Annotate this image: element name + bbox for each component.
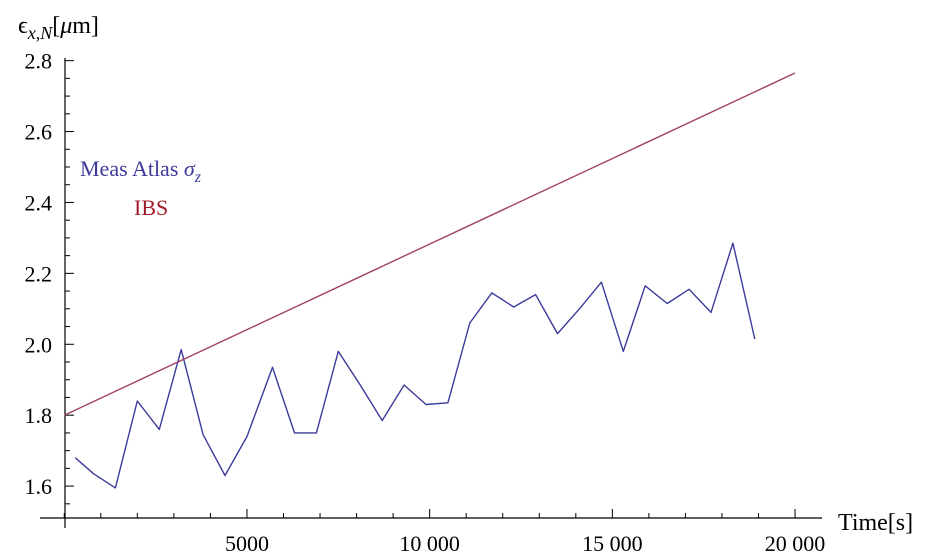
y-tick-label: 1.8 xyxy=(25,403,53,428)
axes xyxy=(40,58,822,528)
y-tick-label: 2.8 xyxy=(25,49,53,74)
series-line-ibs xyxy=(64,72,796,416)
y-axis-title-unit-mu: μ xyxy=(59,13,72,39)
y-axis-title-subscript: x,N xyxy=(27,23,53,43)
y-tick-label: 2.4 xyxy=(25,190,53,215)
x-tick-label: 15 000 xyxy=(582,531,643,556)
y-axis-title: ϵx,N[μm] xyxy=(18,13,99,43)
legend-entry-meas-atlas-label: Meas Atlas xyxy=(80,156,184,181)
x-axis-title: Time[s] xyxy=(838,510,913,536)
x-tick-label: 5000 xyxy=(225,531,269,556)
legend-entry-meas-atlas-symbol: σ xyxy=(184,156,196,181)
y-tick-label: 2.2 xyxy=(25,261,53,286)
y-ticks: 1.6 1.8 2.0 2.2 2.4 2.6 2.8 xyxy=(25,49,74,505)
legend-entry-meas-atlas: Meas Atlas σz xyxy=(80,156,202,186)
legend-entry-ibs: IBS xyxy=(134,195,168,220)
x-ticks: 5000 10 000 15 000 20 000 xyxy=(63,509,826,556)
y-axis-title-unit-open: [ xyxy=(52,13,60,39)
series-layer xyxy=(64,72,796,489)
x-tick-label: 10 000 xyxy=(399,531,460,556)
x-tick-label: 20 000 xyxy=(765,531,826,556)
y-tick-label: 2.6 xyxy=(25,120,53,145)
y-axis-title-unit-rest: m] xyxy=(72,13,99,39)
y-axis-title-symbol: ϵ xyxy=(18,13,28,39)
y-tick-label: 2.0 xyxy=(25,332,53,357)
series-line-meas-atlas xyxy=(74,242,756,489)
legend: Meas Atlas σz IBS xyxy=(80,156,202,220)
y-tick-label: 1.6 xyxy=(25,474,53,499)
legend-entry-meas-atlas-subscript: z xyxy=(194,169,202,186)
